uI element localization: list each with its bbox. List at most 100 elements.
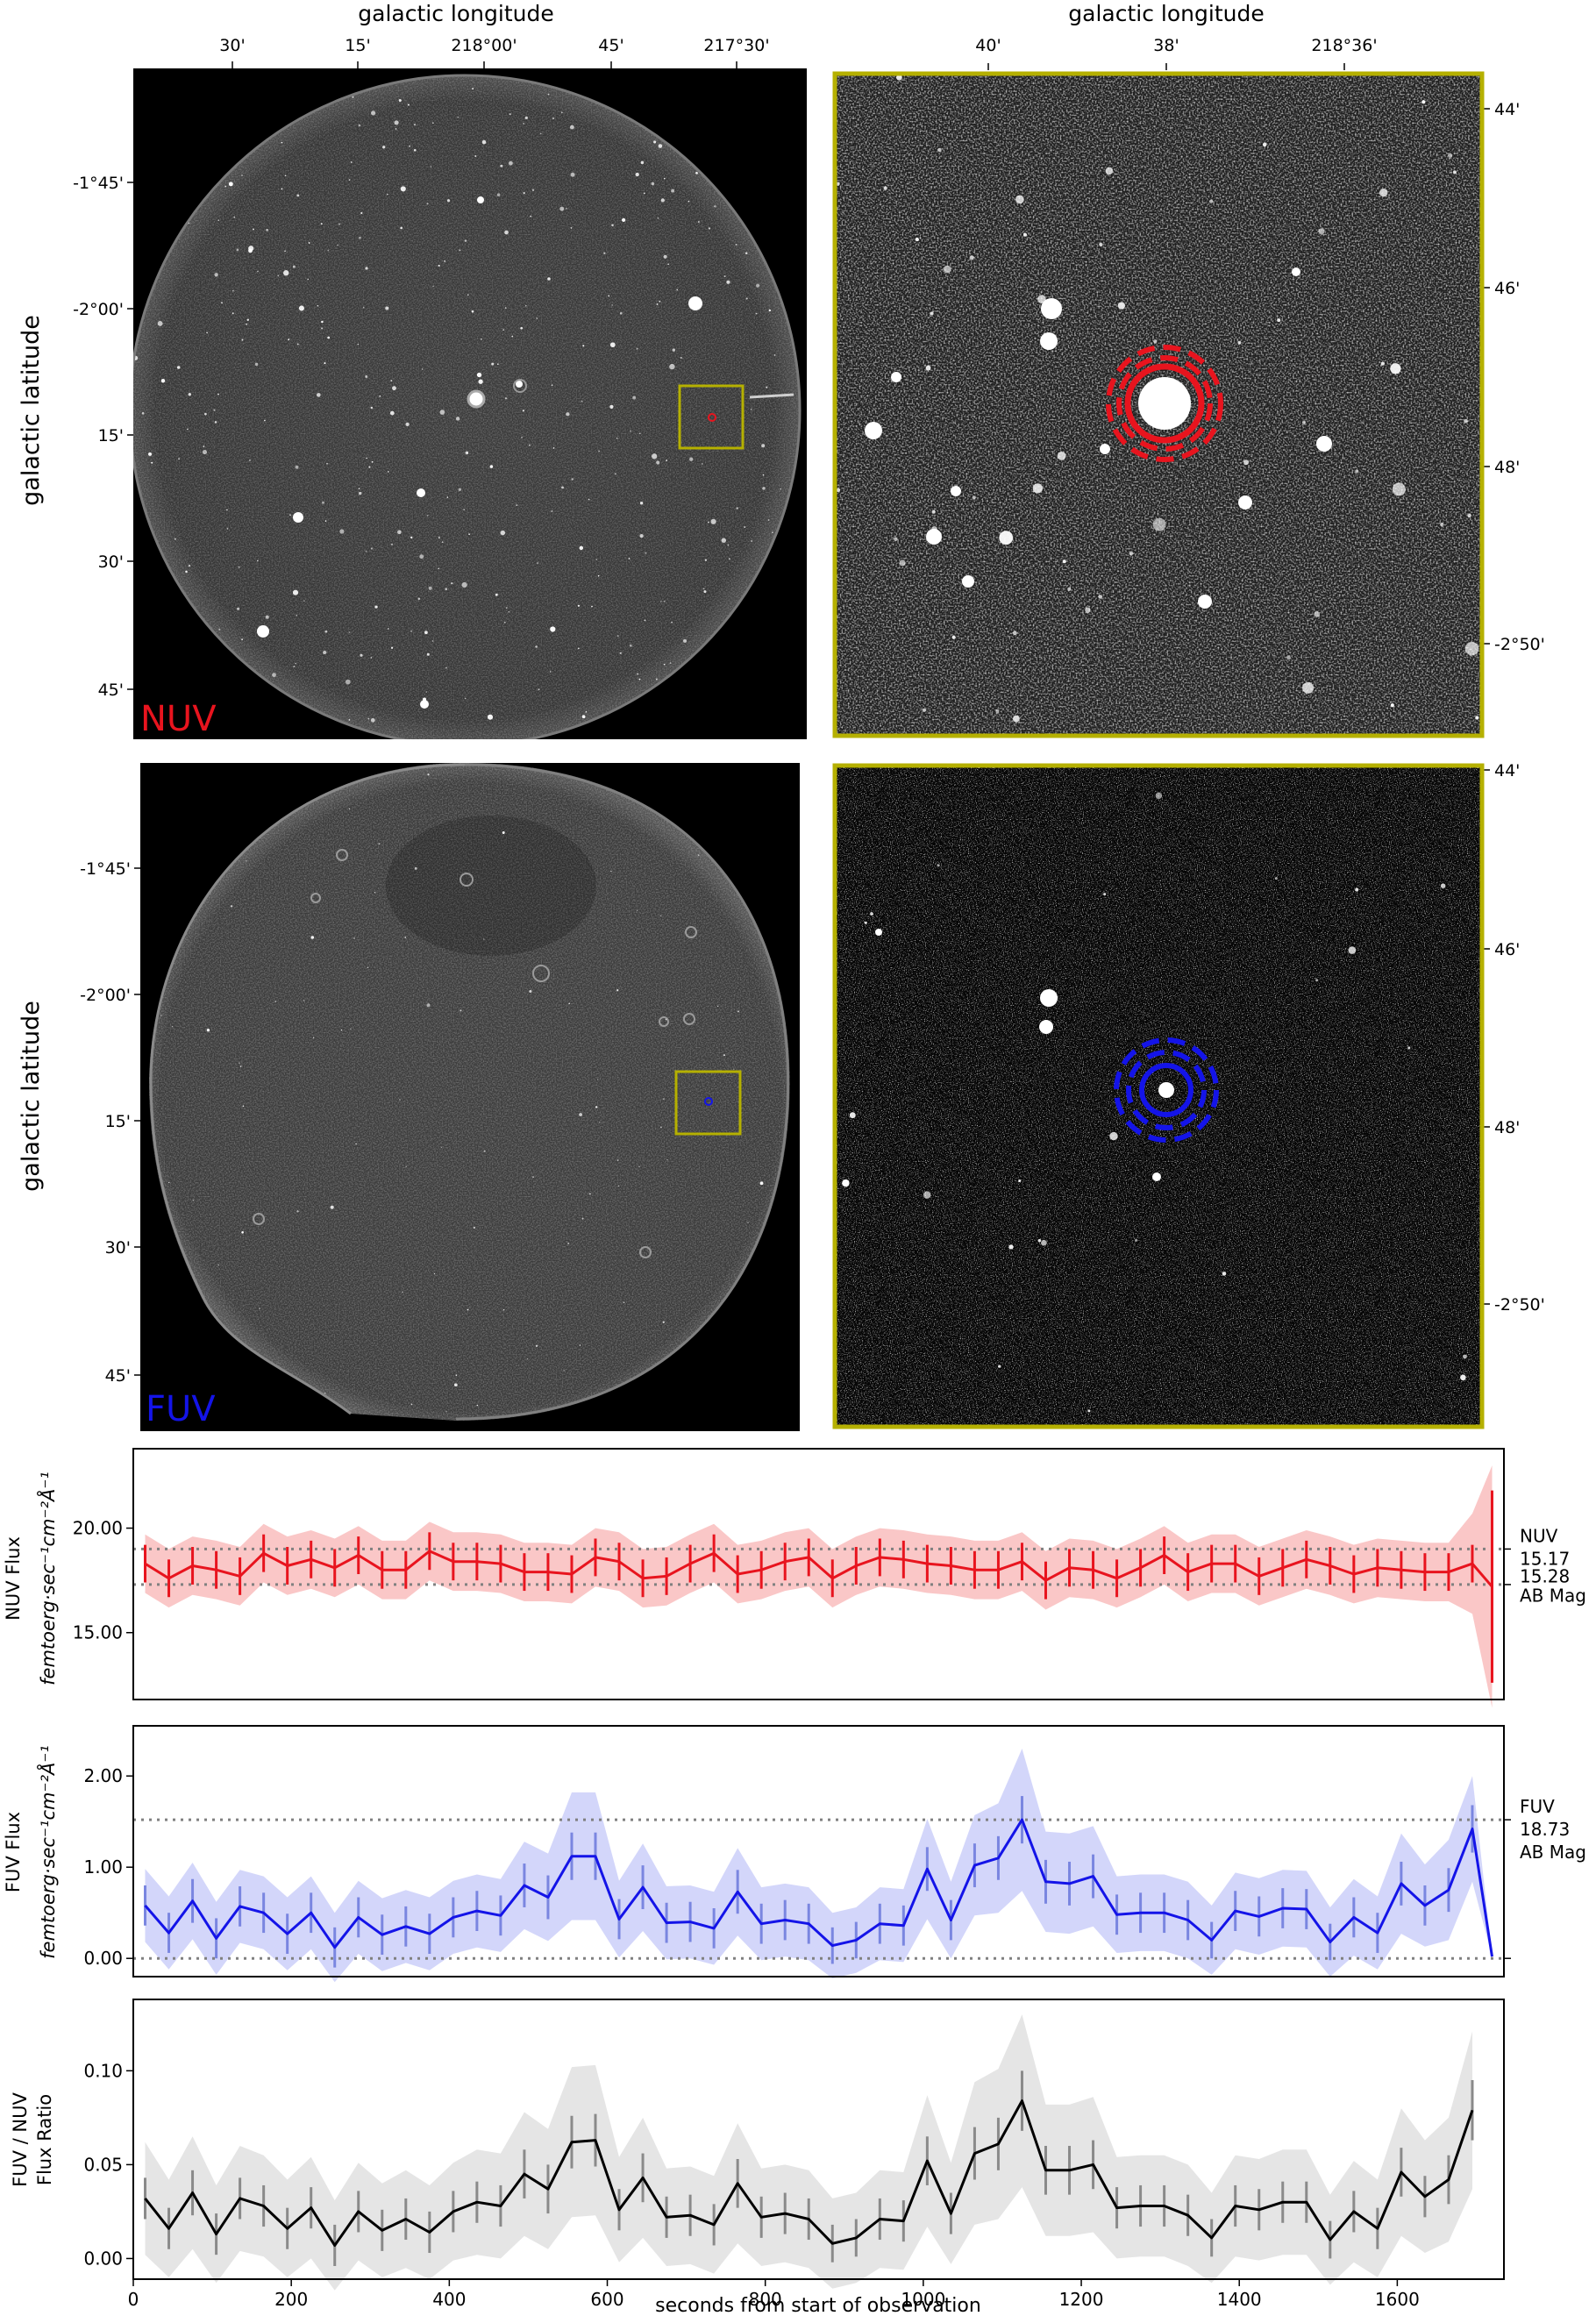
nuv-field-star	[358, 124, 361, 127]
fuv-zoom-bright-star	[875, 929, 882, 936]
nuv-full-y-ticks: -1°45' -2°00' 15' 30' 45'	[73, 174, 133, 700]
nuv-field-star	[524, 304, 527, 307]
nuv-zoom-star	[1380, 361, 1385, 366]
nuv-zoom-star	[972, 495, 976, 500]
nuv-zoom-star	[995, 709, 1000, 713]
nuv-field-star	[217, 393, 219, 396]
nuv-field-star	[521, 436, 523, 438]
nuv-zoom-star	[1098, 595, 1102, 599]
fuv-field-star	[567, 1243, 570, 1244]
nuv-zoom-star	[1037, 295, 1046, 304]
nuv-field-star	[727, 544, 730, 546]
nuv-field-star	[644, 619, 646, 622]
nuv-zoom-bright-star	[1040, 332, 1058, 350]
fuv-zoom-star	[1109, 1131, 1118, 1141]
nuv-field-star	[468, 533, 470, 536]
fuv-zoom-star	[1222, 1272, 1227, 1276]
nuv-field-star	[321, 327, 324, 330]
fuv-flux-ylabel-1: FUV Flux	[3, 1812, 24, 1892]
nuv-field-star	[277, 274, 280, 277]
nuv-field-star	[428, 586, 432, 590]
fuv-field-star	[697, 854, 700, 856]
fuv-target-source	[1158, 1082, 1174, 1098]
nuv-field-star	[257, 559, 259, 562]
fuv-ghost-ring	[659, 1016, 669, 1027]
nuv-field-star	[281, 141, 283, 144]
nuv-zoom-star	[1262, 142, 1267, 147]
nuv-field-star	[766, 386, 768, 388]
fuv-field-star	[733, 1068, 735, 1070]
nuv-field-star	[653, 140, 657, 144]
nuv-zoom-star	[1032, 483, 1043, 494]
fuv-field-star	[535, 1344, 538, 1347]
nuv-field-star	[570, 227, 573, 229]
nuv-field-star	[551, 510, 553, 513]
nuv-field-star	[581, 400, 583, 403]
flux-ratio-xlabel: seconds from start of observation	[655, 2295, 981, 2316]
nuv-field-star	[570, 172, 575, 177]
fuv-zoom-star	[1041, 1239, 1047, 1246]
nuv-field-star	[472, 88, 474, 90]
fuv-zoom-star	[1348, 946, 1357, 954]
nuv-zoom-star	[1314, 611, 1321, 617]
nuv-zoom-bright-star	[1041, 298, 1062, 319]
nuv-field-star	[639, 533, 644, 538]
nuv-field-star	[535, 645, 538, 648]
nuv-field-star	[698, 221, 700, 223]
nuv-field-star	[471, 310, 474, 313]
nuv-field-star	[695, 171, 698, 175]
nuv-ref-mag-label-2: 15.28	[1520, 1565, 1570, 1586]
fuv-field-star	[404, 937, 407, 938]
nuv-field-star	[371, 460, 374, 463]
nuv-field-star	[652, 453, 658, 460]
fuv-y-tick-label: 1.00	[83, 1856, 123, 1878]
nuv-field-star	[324, 630, 328, 633]
fuv-field-star	[589, 1193, 591, 1195]
nuv-field-star	[292, 589, 299, 595]
nuv-field-star	[745, 297, 748, 300]
nuv-field-star	[550, 626, 556, 632]
nuv-field-star	[187, 428, 189, 431]
nuv-field-star	[667, 263, 669, 266]
nuv-uncertainty-band	[145, 1465, 1493, 1708]
nuv-field-star	[656, 303, 659, 306]
fuv-ghost-ring	[460, 873, 474, 887]
nuv-field-star	[431, 640, 434, 642]
nuv-field-star	[308, 242, 310, 244]
ratio-x-tick-label: 600	[590, 2289, 623, 2310]
nuv-field-star	[298, 305, 304, 311]
nuv-zoom-star	[1023, 232, 1027, 237]
nuv-field-star	[296, 343, 299, 346]
nuv-zoom-region-box	[678, 384, 745, 450]
nuv-field-star	[248, 246, 254, 252]
nuv-field-star	[462, 743, 467, 747]
fuv-field-star	[303, 1000, 305, 1001]
nuv-field-star	[370, 110, 376, 116]
nuv-field-star	[426, 514, 429, 517]
nuv-field-star	[500, 530, 506, 536]
nuv-zoom-star	[1277, 318, 1281, 323]
fuv-field-star	[579, 1344, 581, 1346]
nuv-field-star	[362, 306, 365, 309]
nuv-field-star	[689, 457, 694, 461]
nuv-field-star	[735, 244, 737, 246]
nuv-y-tick-label: 20.00	[73, 1518, 123, 1539]
nuv-zoom-star	[836, 488, 841, 492]
nuv-star-halo	[513, 379, 527, 393]
nuv-zoom-star	[1448, 153, 1453, 158]
fuv-ref-band-label: FUV	[1520, 1796, 1555, 1817]
nuv-field-star	[671, 621, 673, 624]
nuv-field-star	[496, 363, 499, 366]
nuv-field-star	[509, 113, 511, 116]
nuv-ref-band-label: NUV	[1520, 1525, 1558, 1546]
fuv-field-star	[350, 1028, 352, 1030]
nuv-field-star	[459, 249, 461, 252]
nuv-zoom-star	[1067, 587, 1072, 591]
fuv-field-star	[723, 1054, 725, 1056]
nuv-field-star	[658, 144, 663, 148]
nuv-field-star	[370, 717, 375, 723]
nuv-zoom-star	[1302, 420, 1306, 424]
nuv-field-star	[704, 559, 707, 561]
nuv-field-star	[582, 345, 585, 347]
nuv-field-star	[441, 541, 444, 543]
